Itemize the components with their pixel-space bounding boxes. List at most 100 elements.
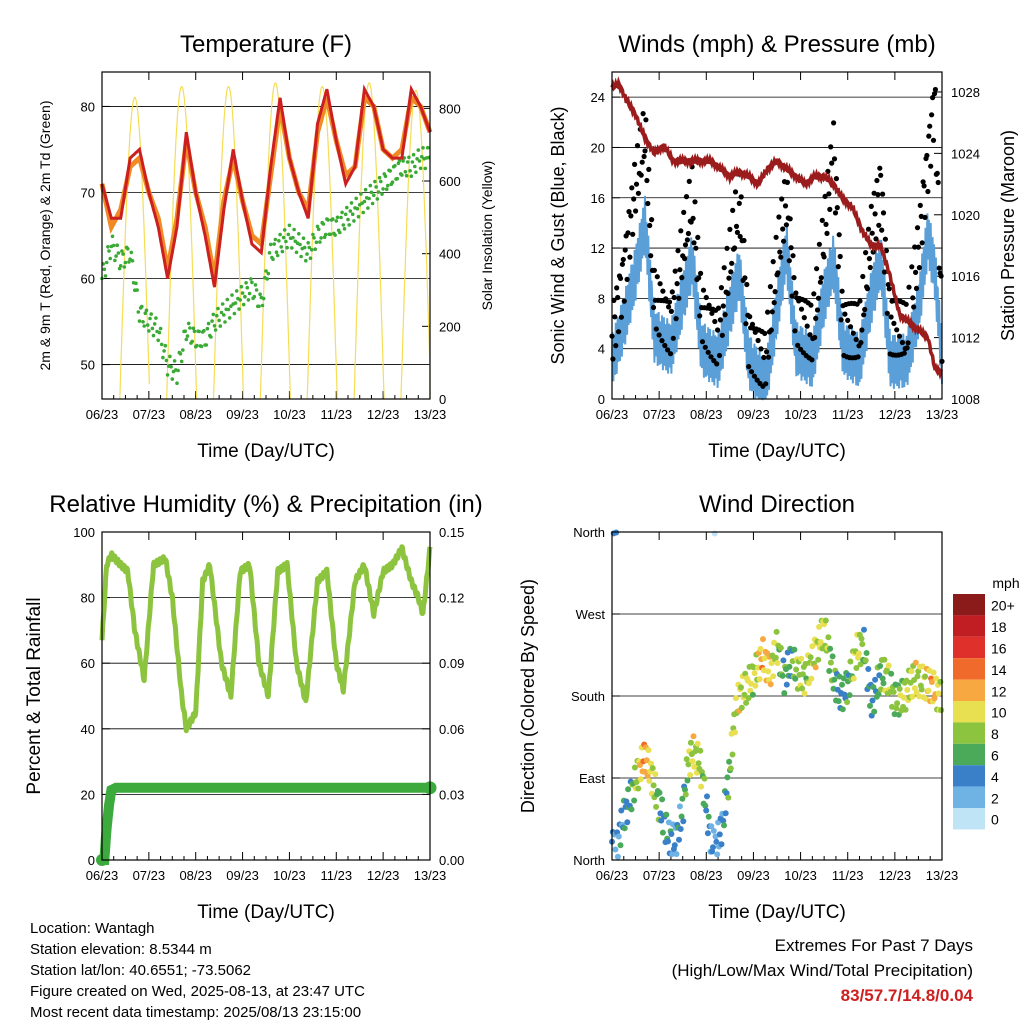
direction-point <box>625 786 632 793</box>
dewpoint-point <box>127 260 131 264</box>
colorbar-swatch <box>953 743 985 766</box>
direction-point <box>765 668 772 675</box>
gust-point <box>904 345 910 351</box>
gust-point <box>653 326 659 332</box>
direction-point <box>682 791 689 798</box>
created-text: Figure created on Wed, 2025-08-13, at 23… <box>30 983 365 1000</box>
direction-point <box>831 676 838 683</box>
gust-point <box>708 354 714 360</box>
direction-point <box>615 833 622 840</box>
x-tick-label: 11/23 <box>320 407 352 422</box>
direction-point <box>772 654 779 661</box>
x-tick-label: 10/23 <box>784 868 817 883</box>
dewpoint-point <box>257 304 261 309</box>
y-tick-label: West <box>576 607 606 622</box>
gust-point <box>910 295 916 301</box>
direction-point <box>617 842 624 849</box>
gust-point <box>857 298 863 304</box>
dewpoint-point <box>232 311 237 316</box>
dewpoint-point <box>340 210 344 215</box>
dewpoint-point <box>165 373 170 377</box>
right-tick-label: 0.06 <box>439 722 464 737</box>
dewpoint-point <box>258 292 262 297</box>
dewpoint-point <box>280 249 285 254</box>
dewpoint-point <box>154 316 158 320</box>
gust-point <box>865 226 872 232</box>
humidity-line <box>99 544 433 734</box>
gust-point <box>737 233 743 240</box>
x-tick-label: 07/23 <box>133 868 166 883</box>
solar-curve <box>353 82 385 400</box>
dewpoint-point <box>341 223 346 227</box>
plot-frame <box>101 71 431 400</box>
dewpoint-point <box>230 293 234 297</box>
dewpoint-point <box>164 358 169 363</box>
gust-point <box>715 327 721 333</box>
gust-point <box>654 274 660 280</box>
dewpoint-point <box>362 199 367 204</box>
dewpoint-point <box>104 260 109 265</box>
direction-point <box>704 793 710 800</box>
dewpoint-point <box>144 308 149 313</box>
dewpoint-point <box>277 239 281 243</box>
gust-point <box>638 172 644 178</box>
dewpoint-point <box>222 313 226 317</box>
direction-point <box>690 733 697 740</box>
colorbar-label: 0 <box>991 812 999 828</box>
right-tick-label: 800 <box>439 101 461 116</box>
direction-point <box>773 628 780 635</box>
direction-point <box>855 650 862 657</box>
dewpoint-point <box>107 249 111 253</box>
gust-point <box>817 279 824 285</box>
gust-point <box>828 144 834 150</box>
colorbar-swatch <box>953 636 985 659</box>
direction-point <box>745 695 752 701</box>
gust-point <box>873 236 879 242</box>
direction-point <box>650 782 657 789</box>
gust-point <box>771 300 777 306</box>
direction-point <box>793 666 800 673</box>
dewpoint-point <box>220 302 225 306</box>
dewpoint-point <box>118 264 123 268</box>
gust-point <box>651 267 658 273</box>
x-tick-label: 06/23 <box>86 407 119 422</box>
dewpoint-point <box>212 324 217 328</box>
gust-point <box>614 285 620 291</box>
gust-point <box>613 343 619 349</box>
y-tick-label: 80 <box>81 591 95 606</box>
direction-point <box>808 675 815 682</box>
dewpoint-point <box>135 288 139 292</box>
y-tick-label: North <box>573 853 605 868</box>
direction-point <box>671 842 678 849</box>
gust-point <box>727 226 733 232</box>
gust-point <box>667 351 674 357</box>
dewpoint-point <box>380 192 384 196</box>
gust-point <box>781 238 787 244</box>
direction-point <box>652 771 659 778</box>
dewpoint-point <box>170 377 175 381</box>
direction-point <box>612 846 619 853</box>
gust-point <box>662 342 668 349</box>
gust-point <box>620 256 626 263</box>
direction-point <box>659 796 666 803</box>
gust-point <box>879 227 885 233</box>
gust-point <box>804 323 810 329</box>
gust-point <box>831 156 838 162</box>
gust-point <box>761 354 767 361</box>
y-tick-label: South <box>571 689 605 704</box>
gust-point <box>626 209 632 215</box>
gust-point <box>725 290 731 297</box>
x-tick-label: 07/23 <box>643 868 676 883</box>
gust-point <box>899 339 906 346</box>
y-tick-label: 4 <box>598 342 605 357</box>
direction-point <box>721 822 727 829</box>
direction-point <box>646 777 653 784</box>
direction-point <box>885 662 892 669</box>
direction-point <box>839 681 845 688</box>
gust-point <box>630 231 636 237</box>
dewpoint-point <box>117 266 122 271</box>
direction-point <box>645 747 652 754</box>
gust-point <box>611 297 617 303</box>
gust-point <box>631 196 637 202</box>
